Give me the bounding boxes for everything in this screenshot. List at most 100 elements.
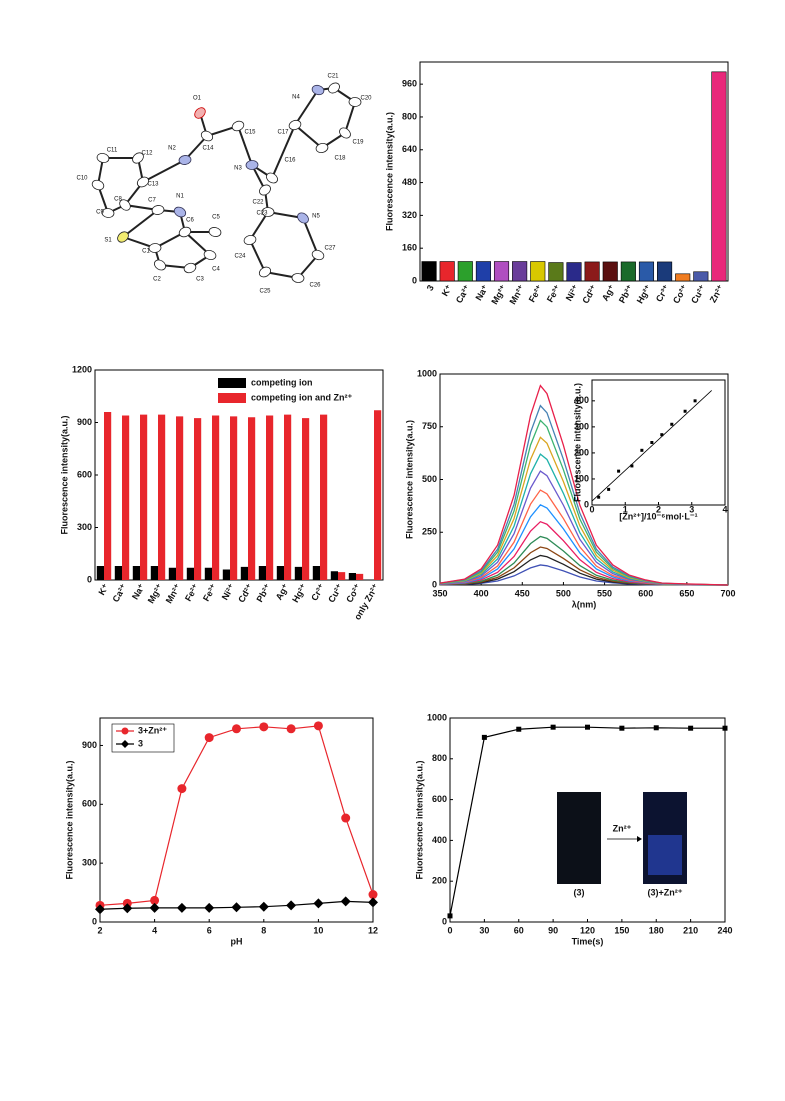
marker — [176, 902, 187, 913]
bond — [237, 125, 253, 166]
atom — [194, 107, 206, 119]
point — [660, 433, 664, 437]
atom — [311, 249, 325, 261]
point — [683, 409, 687, 413]
bond — [294, 89, 319, 126]
x-axis-label: Time(s) — [572, 936, 604, 946]
atom — [291, 273, 305, 283]
x-tick-label: 550 — [597, 588, 612, 598]
x-tick-label: 450 — [515, 588, 530, 598]
y-tick-label: 100 — [574, 473, 589, 483]
atom-label: C1 — [142, 249, 150, 255]
y-tick-label: 200 — [432, 876, 447, 886]
bar — [150, 566, 158, 580]
atom — [91, 179, 105, 191]
marker — [447, 913, 453, 919]
marker — [231, 902, 242, 913]
bar — [675, 273, 691, 282]
x-tick-label: 120 — [580, 925, 595, 935]
y-tick-label: 500 — [422, 474, 437, 484]
bar — [302, 418, 310, 580]
bar — [638, 261, 655, 282]
legend-label: 3+Zn²⁺ — [138, 725, 167, 735]
x-tick-label: 350 — [432, 588, 447, 598]
atom — [183, 262, 197, 274]
atom — [154, 259, 166, 271]
atom-label: N1 — [176, 194, 184, 200]
atom-label: N2 — [168, 146, 176, 152]
marker — [122, 903, 133, 914]
marker — [653, 725, 659, 731]
x-tick-label: 8 — [261, 925, 266, 935]
bar — [584, 261, 600, 282]
atom-label: C12 — [141, 151, 153, 157]
atom — [258, 266, 272, 278]
bar — [96, 566, 104, 580]
atom — [297, 212, 309, 224]
atom — [117, 231, 129, 243]
bar — [240, 566, 248, 580]
atom — [173, 206, 187, 218]
atom — [328, 82, 340, 94]
y-tick-label: 640 — [402, 144, 417, 154]
bond — [271, 124, 296, 179]
atom-label: C7 — [148, 198, 156, 204]
y-tick-label: 900 — [82, 740, 97, 750]
marker — [258, 901, 269, 912]
point — [693, 399, 697, 403]
marker — [619, 725, 625, 731]
marker — [149, 902, 160, 913]
marker — [286, 724, 296, 734]
atom-label: N4 — [292, 95, 300, 101]
atom — [266, 172, 278, 184]
atom-label: O1 — [193, 96, 202, 102]
atom — [208, 227, 222, 237]
marker — [722, 725, 728, 731]
y-tick-label: 300 — [574, 421, 589, 431]
point — [617, 469, 621, 473]
y-tick-label: 800 — [432, 753, 447, 763]
bar — [132, 566, 140, 580]
point — [630, 464, 634, 468]
point — [670, 422, 674, 426]
x-tick-label: 400 — [474, 588, 489, 598]
atom-label: N3 — [234, 166, 242, 172]
legend-label: 3 — [138, 738, 143, 748]
x-tick-label: 10 — [313, 925, 323, 935]
x-tick-label: 12 — [368, 925, 378, 935]
atom-label: C15 — [244, 130, 256, 136]
x-tick-label: K⁺ — [440, 283, 454, 298]
legend-label: competing ion — [251, 377, 313, 387]
x-tick-label: 210 — [683, 925, 698, 935]
photo-label: Zn²⁺ — [613, 823, 632, 833]
x-tick-label: 3 — [425, 283, 436, 292]
y-tick-label: 1000 — [427, 712, 447, 722]
atom-label: C16 — [284, 158, 296, 164]
photo-arrow-head — [637, 836, 642, 842]
y-tick-label: 400 — [574, 395, 589, 405]
legend-box — [111, 723, 175, 753]
atom — [200, 130, 214, 142]
photo-label: (3) — [574, 887, 585, 897]
atom-label: C4 — [212, 267, 220, 273]
legend-marker — [121, 727, 129, 735]
y-axis-label: Fluorescence intensity(a.u.) — [414, 760, 424, 879]
y-tick-label: 300 — [77, 522, 92, 532]
atom-label: C13 — [147, 182, 159, 188]
y-tick-label: 750 — [422, 421, 437, 431]
bar — [158, 414, 166, 580]
bar — [657, 261, 673, 282]
atom-label: C25 — [259, 289, 271, 295]
bar — [620, 261, 636, 282]
atom — [288, 119, 302, 131]
bar — [194, 418, 202, 580]
atom-label: C23 — [256, 211, 268, 217]
y-tick-label: 250 — [422, 527, 437, 537]
bar — [294, 566, 302, 580]
atom-label: S1 — [104, 238, 112, 244]
marker — [516, 726, 522, 732]
bar — [602, 261, 618, 282]
marker — [204, 733, 214, 743]
atom — [119, 199, 131, 211]
x-tick-label: 4 — [152, 925, 157, 935]
